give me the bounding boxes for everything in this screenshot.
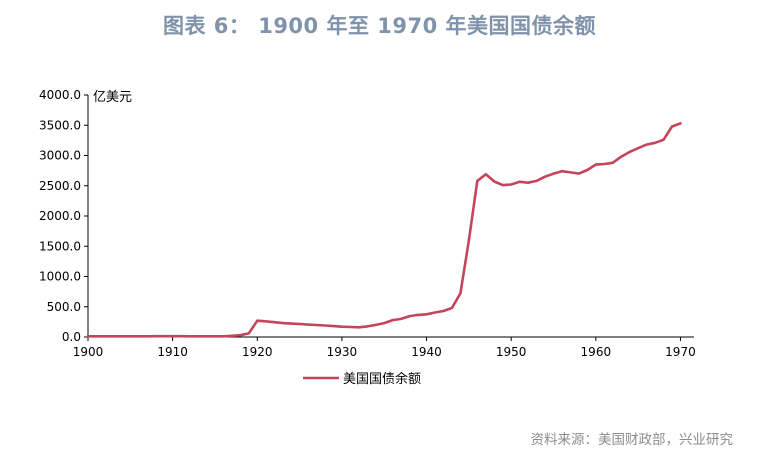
x-tick-label: 1920 xyxy=(242,345,273,359)
y-tick-label: 0.0 xyxy=(62,330,81,344)
chart-title: 图表 6： 1900 年至 1970 年美国国债余额 xyxy=(162,14,597,38)
y-tick-label: 3500.0 xyxy=(39,118,81,132)
y-axis-ticks: 0.0 500.0 1000.0 1500.0 2000.0 2500.0 3000.0 35… xyxy=(39,88,88,344)
y-tick-label: 1000.0 xyxy=(39,270,81,284)
x-axis-ticks: 1900 1910 1920 1930 1940 1950 1960 1970 xyxy=(73,337,696,359)
x-tick-label: 1940 xyxy=(411,345,442,359)
series-group xyxy=(86,122,682,338)
legend: 美国国债余额 xyxy=(303,371,421,387)
x-tick-label: 1900 xyxy=(73,345,104,359)
source-note: 资料来源：美国财政部，兴业研究 xyxy=(530,432,734,448)
y-tick-label: 500.0 xyxy=(47,300,81,314)
y-tick-label: 4000.0 xyxy=(39,88,81,102)
chart-axes xyxy=(87,95,694,338)
y-tick-label: 1500.0 xyxy=(39,239,81,253)
y-axis-unit-label: 亿美元 xyxy=(93,90,132,105)
y-tick-label: 2500.0 xyxy=(39,179,81,193)
x-tick-label: 1960 xyxy=(581,345,612,359)
x-tick-label: 1970 xyxy=(665,345,696,359)
y-tick-label: 3000.0 xyxy=(39,149,81,163)
x-tick-label: 1930 xyxy=(327,345,358,359)
y-tick-label: 2000.0 xyxy=(39,209,81,223)
x-tick-label: 1910 xyxy=(157,345,188,359)
series-line xyxy=(86,122,682,338)
x-tick-label: 1950 xyxy=(496,345,527,359)
legend-label: 美国国债余额 xyxy=(343,371,421,387)
